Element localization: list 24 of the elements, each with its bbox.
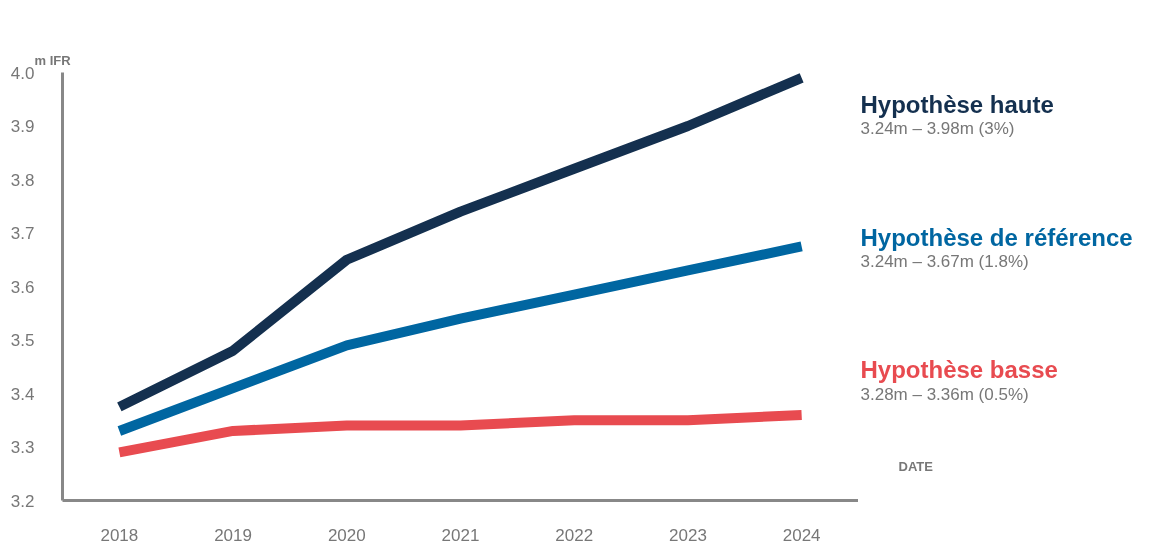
text: Hypothèse basse [860,356,1058,384]
y-tick-label: 3.6 [10,277,35,297]
y-axis-title: m IFR [34,52,72,68]
x-tick-label: 2024 [782,525,821,543]
x-tick-label: 2023 [669,525,707,543]
x-tick-label: 2018 [100,525,139,543]
y-tick-label: 3.5 [10,331,35,350]
x-tick-label: 2022 [555,525,594,543]
text: Hypothèse haute [860,90,1054,118]
y-tick-label: 3.3 [10,438,35,457]
y-tick-label: 3.7 [10,224,35,243]
text: 3.24m – 3.67m (1.8%) [860,252,1029,272]
x-tick-label: 2021 [441,525,480,543]
y-tick-label: 4.0 [10,63,35,83]
text: 3.28m – 3.36m (0.5%) [860,384,1029,404]
text: 3.24m – 3.98m (3%) [860,119,1015,139]
y-tick-label: 3.8 [10,170,35,190]
x-axis-title: DATE [898,459,934,475]
y-tick-label: 3.2 [10,491,35,511]
x-tick-label: 2020 [327,525,366,543]
y-tick-label: 3.4 [10,384,35,404]
x-tick-label: 2019 [214,525,252,543]
y-tick-label: 3.9 [10,117,35,136]
text: Hypothèse de référence [860,223,1133,251]
